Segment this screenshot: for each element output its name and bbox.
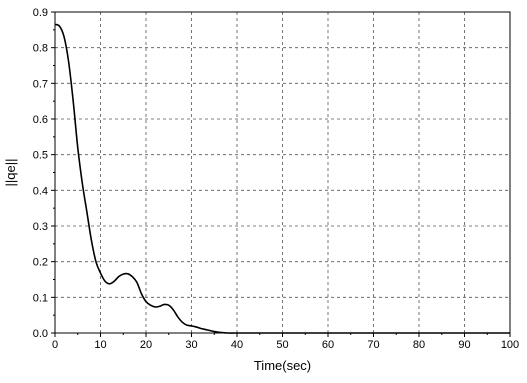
x-tick-label: 10 [94,339,106,351]
x-tick-label: 50 [276,339,288,351]
series-line-qe-norm [54,23,510,334]
y-tick-label: 0.4 [33,185,48,197]
grid [55,12,510,333]
x-tick-label: 40 [231,339,243,351]
y-tick-label: 0.5 [33,150,48,162]
y-tick-label: 0.6 [33,114,48,126]
y-tick-label: 0.8 [33,43,48,55]
y-tick-label: 0.2 [33,257,48,269]
x-axis-title: Time(sec) [254,358,311,373]
y-tick-label: 0.0 [33,328,48,340]
x-tick-label: 90 [458,339,470,351]
y-tick-label: 0.7 [33,78,48,90]
tick-labels: 0 10 20 30 40 50 60 70 80 90 100 0.0 0.1 0.2 0.3 0.4 0.5… [33,7,519,351]
x-tick-label: 60 [322,339,334,351]
y-axis-title: ||qe|| [3,159,18,187]
y-tick-label: 0.3 [33,221,48,233]
x-tick-label: 70 [367,339,379,351]
x-tick-label: 0 [52,339,58,351]
x-tick-label: 80 [413,339,425,351]
axis-ticks [51,11,511,337]
x-tick-label: 20 [140,339,152,351]
y-tick-label: 0.1 [33,292,48,304]
x-tick-label: 30 [185,339,197,351]
x-tick-label: 100 [501,339,519,351]
series-layer [54,23,510,334]
y-tick-label: 0.9 [33,7,48,19]
